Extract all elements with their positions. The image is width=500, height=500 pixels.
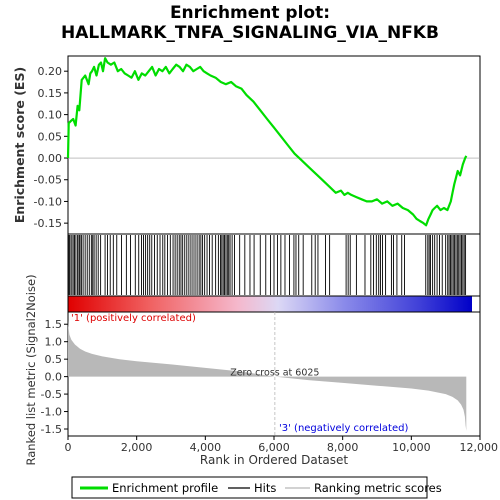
ranked-metric-area — [68, 320, 467, 431]
metric-panel: Zero cross at 6025 '1' (positively corre… — [24, 274, 498, 467]
legend-label-metric: Ranking metric scores — [314, 481, 442, 495]
enrichment-profile-line — [66, 57, 468, 227]
metric-x-tick-label: 2,000 — [121, 441, 153, 454]
es-panel: 0.20 0.15 0.10 0.05 0.00 -0.05 -0.10 -0.15 Enri… — [12, 55, 481, 235]
es-y-tick-label: 0.10 — [38, 109, 63, 122]
metric-y-tick-label: 1.0 — [45, 336, 63, 349]
metric-x-tick-label: 0 — [65, 441, 72, 454]
legend-label-enrichment: Enrichment profile — [112, 481, 218, 495]
es-y-tick-label: 0.20 — [38, 65, 63, 78]
es-y-tick-label: -0.10 — [34, 195, 62, 208]
metric-x-axis-label: Rank in Ordered Dataset — [200, 453, 348, 467]
metric-x-tick-label: 4,000 — [190, 441, 222, 454]
metric-y-tick-label: -0.5 — [41, 388, 62, 401]
metric-x-tick-label: 8,000 — [327, 441, 359, 454]
es-y-axis: 0.20 0.15 0.10 0.05 0.00 -0.05 -0.10 -0.15 — [34, 65, 68, 230]
legend-label-hits: Hits — [254, 481, 276, 495]
es-y-tick-label: -0.05 — [34, 174, 62, 187]
chart-title-line2: HALLMARK_TNFA_SIGNALING_VIA_NFKB — [61, 23, 439, 43]
es-y-tick-label: -0.15 — [34, 217, 62, 230]
metric-x-tick-label: 6,000 — [258, 441, 290, 454]
hits-panel — [67, 233, 481, 297]
metric-x-tick-label: 12,000 — [460, 441, 499, 454]
es-y-tick-label: 0.15 — [38, 87, 63, 100]
metric-y-tick-label: -1.5 — [41, 423, 62, 436]
es-y-tick-label: 0.05 — [38, 130, 63, 143]
rank-color-bar — [68, 296, 472, 312]
metric-y-axis-label: Ranked list metric (Signal2Noise) — [24, 274, 38, 465]
metric-y-axis: 1.5 1.0 0.5 0.0 -0.5 -1.0 -1.5 — [41, 318, 68, 436]
metric-y-tick-label: 0.5 — [45, 353, 63, 366]
negative-correlation-label: '3' (negatively correlated) — [279, 423, 408, 434]
zero-cross-label: Zero cross at 6025 — [230, 368, 319, 379]
es-y-tick-label: 0.00 — [38, 152, 63, 165]
legend: Enrichment profile Hits Ranking metric s… — [71, 476, 442, 499]
chart-title-line1: Enrichment plot: — [170, 3, 330, 23]
metric-x-tick-label: 10,000 — [392, 441, 431, 454]
metric-y-tick-label: 0.0 — [45, 371, 63, 384]
metric-y-tick-label: 1.5 — [45, 318, 63, 331]
metric-x-axis: 0 2,000 4,000 6,000 8,000 10,000 12,000 — [65, 436, 499, 454]
es-plot-frame — [67, 55, 481, 235]
metric-y-tick-label: -1.0 — [41, 406, 62, 419]
es-y-axis-label: Enrichment score (ES) — [12, 67, 27, 223]
positive-correlation-label: '1' (positively correlated) — [71, 313, 196, 324]
hits-markers — [68, 235, 467, 295]
